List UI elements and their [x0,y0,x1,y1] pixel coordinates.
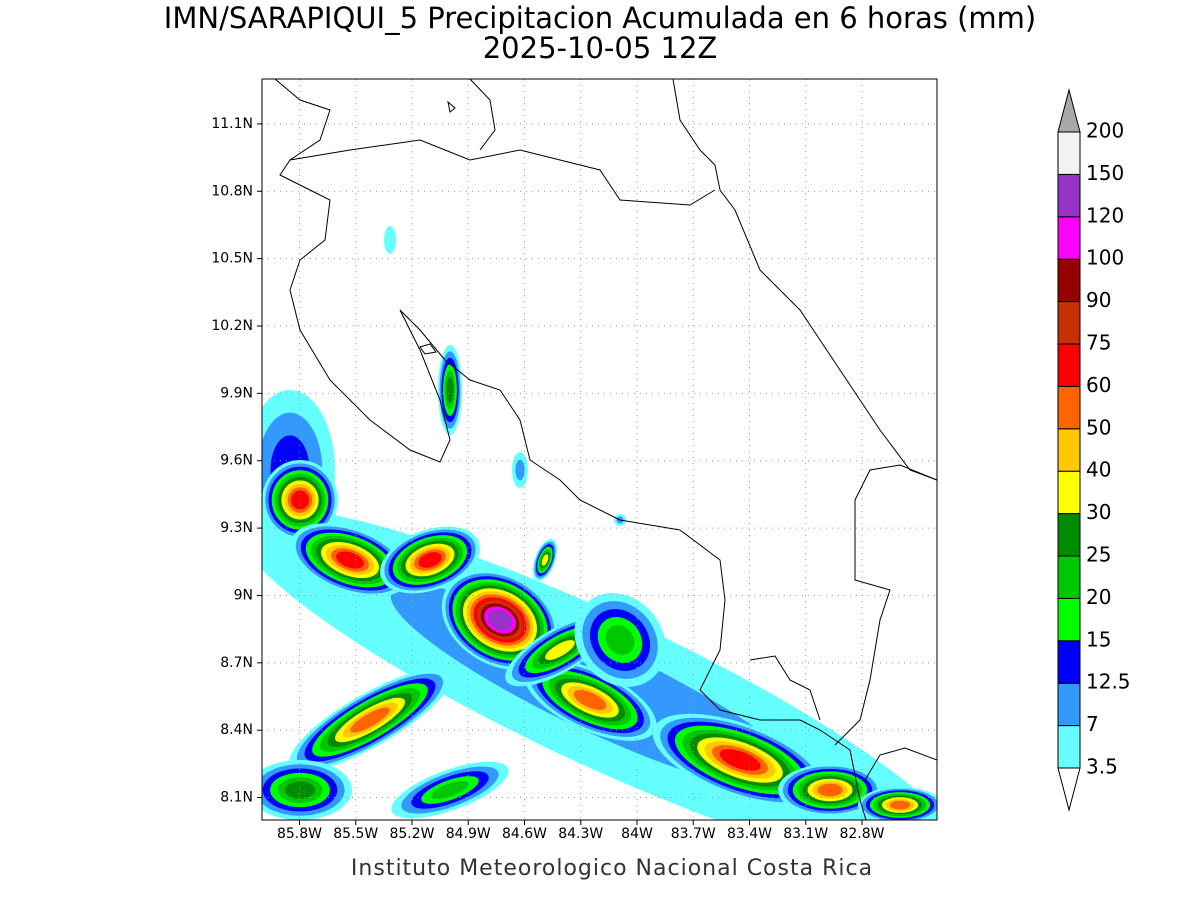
colorbar-label: 20 [1086,585,1111,609]
y-tick-label: 9.9N [220,385,253,401]
coastline [469,79,496,151]
y-tick-label: 10.8N [211,183,253,199]
colorbar-label: 15 [1086,627,1111,651]
precip-contour [418,552,442,568]
colorbar-box [1057,513,1081,557]
colorbar-label: 200 [1086,119,1124,143]
island [419,343,437,355]
colorbar-box [1057,173,1081,218]
y-tick-label: 10.2N [211,318,253,334]
precip-contour [573,690,607,710]
coastline [399,309,867,820]
footer: Instituto Meteorologico Nacional Costa R… [351,856,873,881]
colorbar-box [1057,216,1081,260]
x-tick-label: 85.5W [333,826,378,842]
colorbar-box [1057,640,1081,684]
precip-contour [719,749,761,771]
colorbar-over [1057,88,1081,133]
precip-contour [605,625,635,655]
colorbar-label: 30 [1086,500,1111,524]
border [834,464,937,746]
coastline [749,655,821,721]
x-tick-label: 84.6W [502,826,547,842]
island [447,100,456,113]
precip-contour [284,781,316,799]
coastline [864,747,937,781]
x-tick-label: 84W [621,826,653,842]
precip-contour [291,490,309,510]
colorbar-box [1057,725,1081,769]
x-tick-label: 84.9W [446,826,491,842]
colorbar-label: 7 [1086,712,1099,736]
colorbar-box [1057,428,1081,472]
subtitle: 2025-10-05 12Z [483,31,718,65]
coastline [274,79,451,463]
colorbar-box [1057,385,1081,430]
precip-contour [889,800,911,810]
axis-ticks: 85.8W 85.5W 85.2W 84.9W 84.6W 84.3W 84W 83.7W 83… [211,116,884,842]
y-tick-label: 8.1N [220,790,253,806]
colorbar-label: 150 [1086,161,1124,185]
colorbar-label: 25 [1086,543,1111,567]
x-tick-label: 83.4W [727,826,772,842]
coastline [672,79,937,481]
colorbar-label: 50 [1086,415,1111,439]
colorbar-box [1057,555,1081,599]
y-tick-label: 11.1N [211,116,253,132]
precip-contour [487,609,513,631]
colorbar-label: 75 [1086,331,1111,355]
border [289,139,716,206]
precip-contour [545,640,575,660]
precip-contour [515,459,525,481]
y-tick-label: 8.7N [220,655,253,671]
precip-contour [541,554,549,566]
y-tick-label: 9N [234,587,253,603]
precip-contour [446,376,454,404]
colorbar-box [1057,470,1081,515]
colorbar-under [1057,767,1081,812]
x-tick-label: 85.2W [389,826,434,842]
colorbar-label: 12.5 [1086,670,1131,694]
map-frame [261,78,938,821]
title: IMN/SARAPIQUI_5 Precipitacion Acumulada … [164,1,1036,35]
precip-contour [384,226,396,254]
precip-contour [336,551,364,569]
precip-contour [817,783,843,797]
colorbar-label: 90 [1086,288,1111,312]
y-tick-label: 9.6N [220,453,253,469]
colorbar-label: 40 [1086,458,1111,482]
colorbar-label: 3.5 [1086,755,1118,779]
colorbar-box [1057,131,1081,175]
x-tick-label: 83.7W [671,826,716,842]
colorbar-label: 100 [1086,246,1124,270]
x-tick-label: 84.3W [558,826,603,842]
x-tick-label: 83.1W [783,826,828,842]
colorbar-box [1057,301,1081,345]
colorbar-box [1057,258,1081,303]
y-tick-label: 9.3N [220,520,253,536]
precip-field [262,226,937,820]
colorbar-box [1057,597,1081,642]
colorbar-label: 60 [1086,373,1111,397]
y-tick-label: 10.5N [211,251,253,267]
colorbar-label: 120 [1086,203,1124,227]
colorbar-box [1057,682,1081,727]
y-tick-label: 8.4N [220,722,253,738]
coastlines [274,79,937,820]
x-tick-label: 82.8W [839,826,884,842]
precip-contour [350,707,390,733]
colorbar-box [1057,343,1081,387]
precip-contour [431,780,469,800]
x-tick-label: 85.8W [277,826,322,842]
colorbar: 3.5 7 12.5 15 20 25 30 40 50 60 75 90 100 120 150 200 [1057,88,1131,812]
